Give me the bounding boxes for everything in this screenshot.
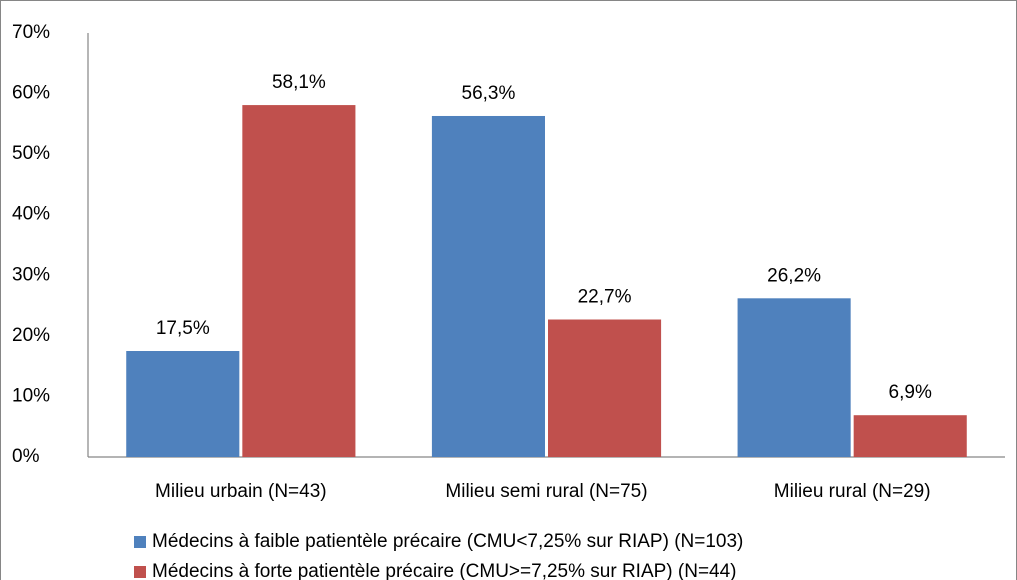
x-tick-label: Milieu urbain (N=43) (155, 481, 327, 502)
legend-swatch (134, 566, 146, 578)
value-label: 26,2% (767, 265, 821, 286)
x-tick-label: Milieu semi rural (N=75) (445, 481, 647, 502)
bar (242, 105, 356, 457)
value-label: 22,7% (578, 287, 632, 308)
bar (853, 415, 967, 457)
y-tick-label: 70% (12, 22, 50, 43)
y-tick-label: 50% (12, 143, 50, 164)
x-tick-label: Milieu rural (N=29) (774, 481, 931, 502)
value-label: 58,1% (272, 72, 326, 93)
bar (126, 351, 240, 457)
legend-label: Médecins à forte patientèle précaire (CM… (152, 561, 737, 580)
value-label: 6,9% (889, 382, 932, 403)
legend-label: Médecins à faible patientèle précaire (C… (152, 531, 743, 552)
y-tick-label: 40% (12, 204, 50, 225)
y-tick-label: 20% (12, 325, 50, 346)
bar (737, 298, 851, 457)
y-tick-label: 30% (12, 264, 50, 285)
y-tick-label: 60% (12, 83, 50, 104)
bar (431, 115, 545, 458)
value-label: 17,5% (156, 318, 210, 339)
bar (548, 319, 662, 457)
y-tick-label: 0% (12, 446, 40, 467)
value-label: 56,3% (462, 83, 516, 104)
legend-swatch (134, 536, 146, 548)
y-tick-label: 10% (12, 385, 50, 406)
